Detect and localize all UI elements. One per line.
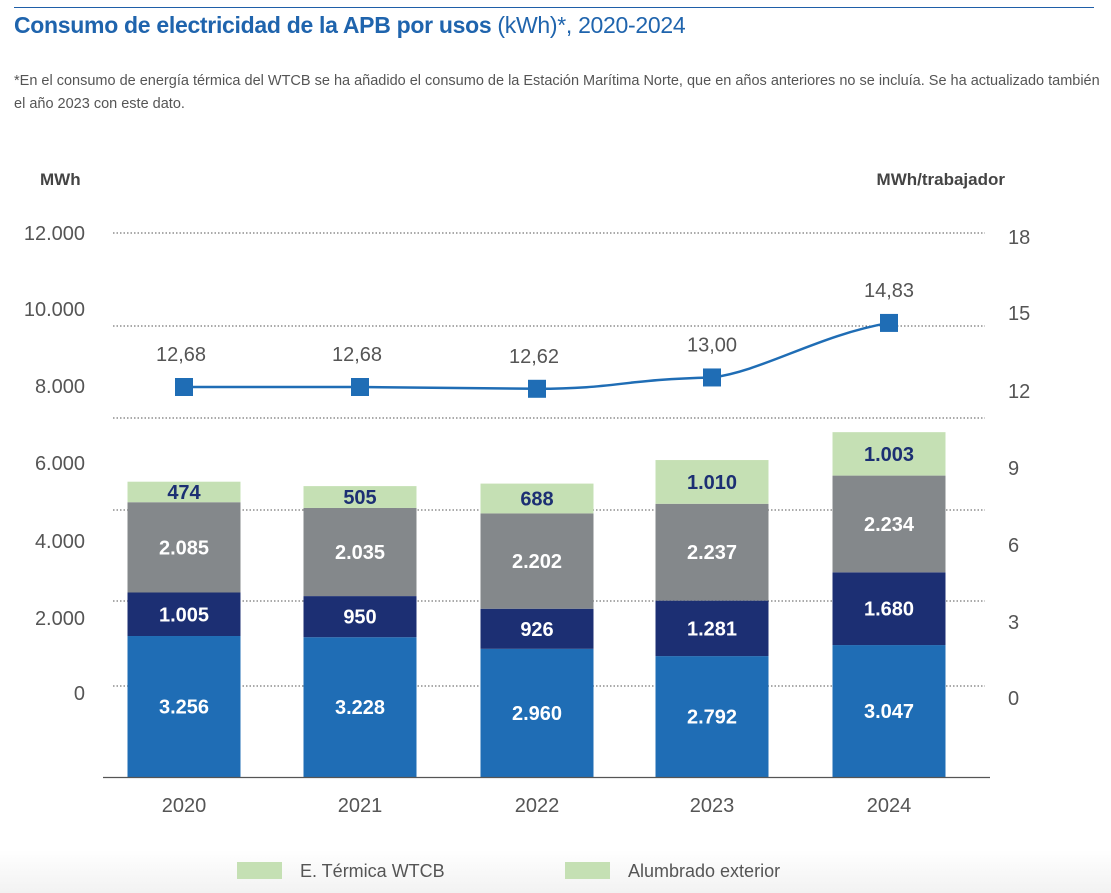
line-marker [703,368,721,387]
footnote: *En el consumo de energía térmica del WT… [14,73,1100,112]
bar-data-label: 1.005 [159,604,209,626]
left-tick-label: 8.000 [35,376,85,398]
bar-segment [480,648,594,777]
bar-data-label: 2.237 [687,542,737,564]
right-tick-label: 18 [1008,227,1030,249]
legend-label: Alumbrado exterior [628,861,780,881]
bar-data-label: 2.792 [687,707,737,729]
bar-data-label: 474 [167,482,201,504]
bar-segment [127,502,241,593]
title-main: Consumo de electricidad de la APB por us… [14,12,492,38]
bar-segment [303,637,417,777]
line-data-label: 12,68 [156,344,206,366]
right-tick-label: 0 [1008,688,1019,710]
top-rule [14,7,1094,8]
line-data-label: 13,00 [687,334,737,356]
legend-label: E. Térmica WTCB [300,861,445,881]
bar-data-label: 950 [343,607,376,629]
bar-segment [832,572,946,646]
x-tick-label: 2022 [515,795,560,817]
bar-segment [303,596,417,638]
right-tick-label: 3 [1008,612,1019,634]
right-tick-label: 12 [1008,381,1030,403]
bar-data-label: 2.960 [512,703,562,725]
line-marker [351,378,369,396]
x-tick-label: 2023 [690,795,735,817]
line-marker [880,313,898,332]
x-tick-label: 2024 [867,795,912,817]
bar-data-label: 505 [343,487,376,509]
bar-segment [480,608,594,649]
bar-data-label: 926 [520,619,553,641]
bar-data-label: 2.234 [864,514,915,536]
right-tick-label: 15 [1008,303,1030,325]
bar-data-label: 1.680 [864,599,914,621]
right-tick-label: 6 [1008,535,1019,557]
bar-data-label: 3.228 [335,697,385,719]
bar-segment [303,507,417,597]
title-sub: (kWh)*, 2020-2024 [491,12,686,38]
line-data-label: 14,83 [864,280,914,302]
bar-data-label: 2.202 [512,551,562,573]
line-marker [528,379,546,398]
bar-segment [655,503,769,601]
bar-segment [480,483,594,514]
left-tick-label: 12.000 [24,223,85,245]
right-tick-label: 9 [1008,458,1019,480]
line-marker [175,378,193,396]
bar-segment [832,475,946,573]
bar-data-label: 2.035 [335,542,385,564]
bar-data-label: 1.010 [687,472,737,494]
bar-segment [127,592,241,637]
bar-segment [480,513,594,609]
bar-data-label: 3.047 [864,701,914,723]
x-tick-label: 2021 [338,795,383,817]
bar-segment [655,600,769,657]
left-tick-label: 10.000 [24,299,85,321]
bar-data-label: 1.003 [864,444,914,466]
left-axis-label: MWh [40,170,81,189]
bar-data-label: 688 [520,488,553,510]
bar-data-label: 2.085 [159,537,209,559]
bar-segment [127,636,241,777]
chart-title: Consumo de electricidad de la APB por us… [14,12,686,39]
line-data-label: 12,62 [509,346,559,368]
line-data-label: 12,68 [332,344,382,366]
left-tick-label: 4.000 [35,531,85,553]
left-tick-label: 2.000 [35,608,85,630]
bar-segment [655,656,769,777]
x-tick-label: 2020 [162,795,207,817]
left-tick-label: 6.000 [35,453,85,475]
bar-data-label: 1.281 [687,618,737,640]
right-axis-label: MWh/trabajador [877,170,1006,189]
legend-swatch [565,862,610,879]
bar-data-label: 3.256 [159,697,209,719]
bar-segment [655,460,769,504]
left-tick-label: 0 [74,683,85,705]
bar-segment [303,486,417,508]
bar-segment [832,432,946,476]
bar-segment [127,481,241,503]
legend-swatch [237,862,282,879]
bar-segment [832,645,946,777]
